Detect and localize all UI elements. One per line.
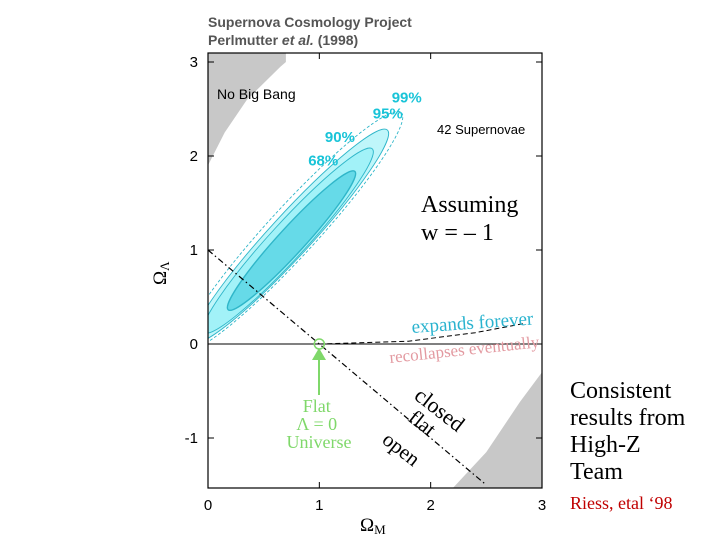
- y-axis-symbol: Ω: [150, 271, 171, 285]
- expands-forever-label: expands forever: [411, 308, 535, 337]
- chart-header-citation: Perlmutter et al. (1998): [208, 32, 358, 48]
- y-tick-label: 2: [190, 148, 198, 165]
- chart-header-et-al: et al.: [282, 32, 314, 48]
- citation: Riess, etal ‘98: [570, 493, 673, 513]
- confidence-contour-68: [226, 170, 357, 312]
- y-tick-label: 0: [190, 336, 198, 353]
- assumption-line-1: Assuming: [421, 192, 518, 218]
- contour-label-95: 95%: [373, 105, 403, 122]
- x-tick-label: 3: [538, 497, 546, 514]
- supernovae-count-label: 42 Supernovae: [437, 122, 525, 137]
- y-axis-label: ΩΛ: [150, 261, 172, 285]
- conclusion-line: Consistent: [570, 378, 672, 404]
- y-tick-label: -1: [185, 430, 198, 447]
- conclusion-line: High-Z: [570, 432, 641, 458]
- assumption-line-2: w = – 1: [421, 220, 494, 246]
- bottom-right-excluded-region: [452, 372, 542, 488]
- conclusion-line: Team: [570, 459, 623, 485]
- contour-label-99: 99%: [392, 89, 422, 106]
- expansion-boundary-line: [319, 322, 526, 345]
- flat-universe-line-1: Flat: [303, 396, 331, 416]
- conclusion-text: Consistent results from High-Z Team: [570, 378, 720, 486]
- chart-header-year: (1998): [318, 32, 358, 48]
- assumption-label: Assuming w = – 1: [421, 192, 524, 246]
- x-tick-label: 0: [204, 497, 212, 514]
- confidence-contour-99: [208, 110, 404, 352]
- recollapses-label: recollapses eventually: [388, 332, 540, 367]
- y-axis-subscript: Λ: [157, 261, 172, 271]
- y-tick-label: 3: [190, 54, 198, 71]
- y-tick-label: 1: [190, 242, 198, 259]
- x-axis-label: ΩM: [360, 515, 386, 537]
- x-axis-subscript: M: [374, 522, 386, 537]
- flat-universe-label: Flat Λ = 0 Universe: [287, 396, 352, 452]
- no-big-bang-label: No Big Bang: [217, 86, 296, 102]
- contour-label-90: 90%: [325, 129, 355, 146]
- flat-universe-line-3: Universe: [287, 432, 352, 452]
- flat-universe-arrowhead: [312, 348, 326, 360]
- chart-header-project: Supernova Cosmology Project: [208, 14, 412, 30]
- x-tick-label: 1: [315, 497, 323, 514]
- flat-universe-line-2: Λ = 0: [296, 414, 337, 434]
- x-axis-symbol: Ω: [360, 515, 374, 536]
- plot-frame: [207, 52, 543, 489]
- no-big-bang-region: [208, 53, 286, 166]
- conclusion-line: results from: [570, 405, 686, 431]
- x-tick-label: 2: [427, 497, 435, 514]
- contour-label-68: 68%: [308, 152, 338, 169]
- chart-header-authors: Perlmutter: [208, 32, 279, 48]
